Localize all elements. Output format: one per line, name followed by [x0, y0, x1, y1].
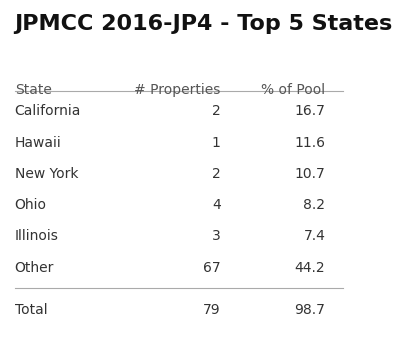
- Text: 10.7: 10.7: [295, 167, 326, 181]
- Text: 79: 79: [203, 303, 220, 317]
- Text: 98.7: 98.7: [294, 303, 326, 317]
- Text: Ohio: Ohio: [15, 198, 47, 212]
- Text: # Properties: # Properties: [134, 83, 220, 97]
- Text: 4: 4: [212, 198, 220, 212]
- Text: Other: Other: [15, 261, 54, 275]
- Text: 2: 2: [212, 167, 220, 181]
- Text: Hawaii: Hawaii: [15, 135, 61, 150]
- Text: 3: 3: [212, 229, 220, 243]
- Text: 2: 2: [212, 104, 220, 118]
- Text: 67: 67: [203, 261, 220, 275]
- Text: % of Pool: % of Pool: [261, 83, 326, 97]
- Text: 7.4: 7.4: [304, 229, 326, 243]
- Text: JPMCC 2016-JP4 - Top 5 States: JPMCC 2016-JP4 - Top 5 States: [15, 14, 393, 34]
- Text: 11.6: 11.6: [294, 135, 326, 150]
- Text: California: California: [15, 104, 81, 118]
- Text: 16.7: 16.7: [294, 104, 326, 118]
- Text: 1: 1: [212, 135, 220, 150]
- Text: Total: Total: [15, 303, 47, 317]
- Text: 44.2: 44.2: [295, 261, 326, 275]
- Text: New York: New York: [15, 167, 78, 181]
- Text: State: State: [15, 83, 52, 97]
- Text: Illinois: Illinois: [15, 229, 58, 243]
- Text: 8.2: 8.2: [303, 198, 326, 212]
